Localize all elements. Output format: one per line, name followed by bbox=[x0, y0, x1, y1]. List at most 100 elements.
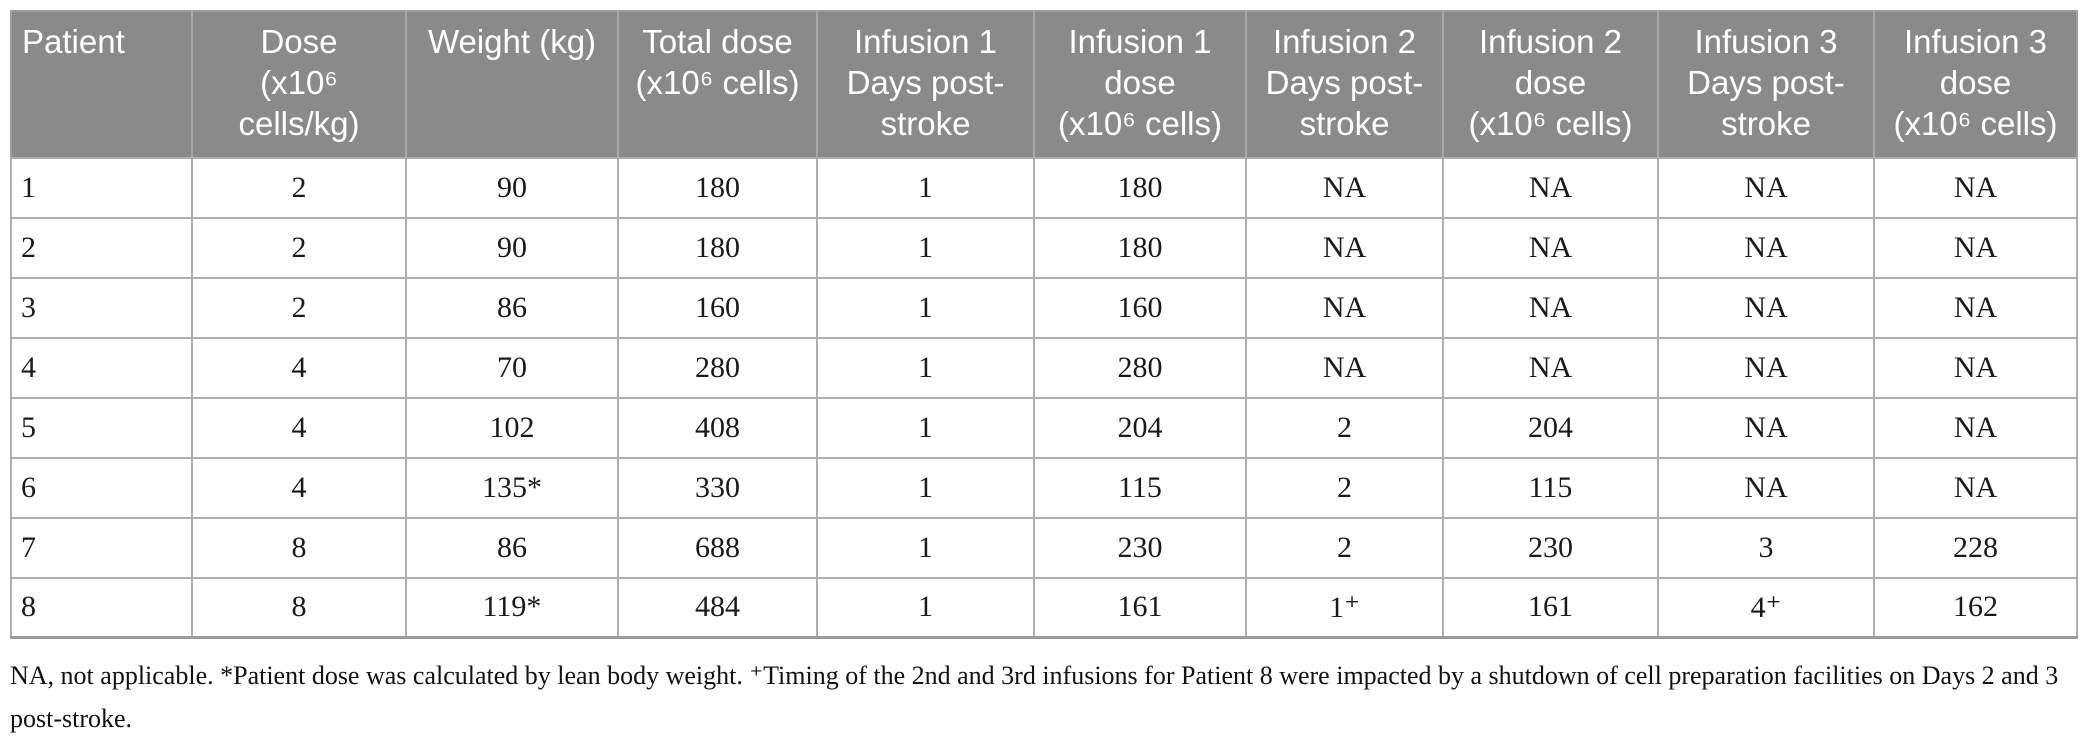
table-cell: 8 bbox=[191, 576, 407, 639]
table-cell: 2 bbox=[1245, 456, 1444, 519]
table-cell: NA bbox=[1442, 336, 1659, 399]
table-cell: 1⁺ bbox=[1245, 576, 1444, 639]
table-cell: 228 bbox=[1873, 516, 2078, 579]
table-cell: 2 bbox=[1245, 516, 1444, 579]
column-header-infusion3-dose: Infusion 3 dose (x10⁶ cells) bbox=[1873, 11, 2077, 158]
table-cell: 4 bbox=[191, 456, 407, 519]
column-header-infusion1-dose: Infusion 1 dose (x10⁶ cells) bbox=[1033, 11, 1246, 158]
table-cell: 1 bbox=[816, 516, 1035, 579]
table-cell: 86 bbox=[405, 516, 619, 579]
table-cell: 180 bbox=[1033, 156, 1247, 219]
table-cell: 90 bbox=[405, 216, 619, 279]
table-cell: 180 bbox=[617, 216, 818, 279]
header-row: Patient Dose (x10⁶ cells/kg) Weight (kg) T… bbox=[11, 11, 2077, 158]
column-header-infusion2-dose: Infusion 2 dose (x10⁶ cells) bbox=[1442, 11, 1658, 158]
table-row: 2 2 90 180 1 180 NA NA NA NA bbox=[10, 216, 2078, 279]
table-cell: 160 bbox=[1033, 276, 1247, 339]
table-cell: 4⁺ bbox=[1657, 576, 1875, 639]
table-cell: 102 bbox=[405, 396, 619, 459]
table-cell: NA bbox=[1873, 396, 2078, 459]
table-cell: 115 bbox=[1442, 456, 1659, 519]
table-cell: NA bbox=[1657, 156, 1875, 219]
table-row: 5 4 102 408 1 204 2 204 NA NA bbox=[10, 396, 2078, 459]
table-cell: 8 bbox=[10, 576, 193, 639]
table-row: 8 8 119* 484 1 161 1⁺ 161 4⁺ 162 bbox=[10, 576, 2078, 639]
table-cell: 162 bbox=[1873, 576, 2078, 639]
table-body: 1 2 90 180 1 180 NA NA NA NA 2 2 90 180 1 180 NA NA NA NA 3 2… bbox=[10, 156, 2078, 639]
table-cell: NA bbox=[1442, 216, 1659, 279]
table-cell: 70 bbox=[405, 336, 619, 399]
table-cell: 408 bbox=[617, 396, 818, 459]
table-cell: 5 bbox=[10, 396, 193, 459]
table-cell: 280 bbox=[617, 336, 818, 399]
table-cell: 180 bbox=[617, 156, 818, 219]
table-cell: 6 bbox=[10, 456, 193, 519]
table-cell: NA bbox=[1442, 276, 1659, 339]
table-row: 4 4 70 280 1 280 NA NA NA NA bbox=[10, 336, 2078, 399]
table-cell: 1 bbox=[816, 576, 1035, 639]
table-cell: NA bbox=[1245, 336, 1444, 399]
table-cell: 2 bbox=[10, 216, 193, 279]
column-header-total-dose: Total dose (x10⁶ cells) bbox=[617, 11, 817, 158]
table-cell: 330 bbox=[617, 456, 818, 519]
table-cell: 1 bbox=[816, 276, 1035, 339]
table-cell: 119* bbox=[405, 576, 619, 639]
table-cell: NA bbox=[1442, 156, 1659, 219]
table-cell: NA bbox=[1873, 456, 2078, 519]
table-cell: NA bbox=[1657, 216, 1875, 279]
table-cell: 2 bbox=[1245, 396, 1444, 459]
table-cell: NA bbox=[1873, 336, 2078, 399]
table-cell: NA bbox=[1657, 336, 1875, 399]
table-cell: 4 bbox=[191, 336, 407, 399]
table-cell: 230 bbox=[1033, 516, 1247, 579]
table-cell: 3 bbox=[1657, 516, 1875, 579]
table-cell: 86 bbox=[405, 276, 619, 339]
table-cell: 115 bbox=[1033, 456, 1247, 519]
column-header-patient: Patient bbox=[11, 11, 192, 158]
table-cell: 484 bbox=[617, 576, 818, 639]
table-cell: 1 bbox=[816, 156, 1035, 219]
column-header-dose-per-kg: Dose (x10⁶ cells/kg) bbox=[191, 11, 406, 158]
table-cell: 1 bbox=[10, 156, 193, 219]
table-cell: 2 bbox=[191, 216, 407, 279]
table-cell: 7 bbox=[10, 516, 193, 579]
table-cell: NA bbox=[1657, 396, 1875, 459]
table-row: 3 2 86 160 1 160 NA NA NA NA bbox=[10, 276, 2078, 339]
table-cell: 204 bbox=[1442, 396, 1659, 459]
table-cell: 3 bbox=[10, 276, 193, 339]
table-cell: 161 bbox=[1442, 576, 1659, 639]
column-header-infusion1-days: Infusion 1 Days post-stroke bbox=[816, 11, 1034, 158]
column-header-infusion2-days: Infusion 2 Days post-stroke bbox=[1245, 11, 1443, 158]
table-cell: NA bbox=[1245, 216, 1444, 279]
column-header-infusion3-days: Infusion 3 Days post-stroke bbox=[1657, 11, 1874, 158]
table-cell: 180 bbox=[1033, 216, 1247, 279]
table-cell: 161 bbox=[1033, 576, 1247, 639]
table-cell: 2 bbox=[191, 156, 407, 219]
table-cell: 1 bbox=[816, 336, 1035, 399]
table-cell: 4 bbox=[191, 396, 407, 459]
table-row: 6 4 135* 330 1 115 2 115 NA NA bbox=[10, 456, 2078, 519]
table-cell: 2 bbox=[191, 276, 407, 339]
table-cell: 4 bbox=[10, 336, 193, 399]
table-cell: 688 bbox=[617, 516, 818, 579]
table-cell: 204 bbox=[1033, 396, 1247, 459]
table-cell: NA bbox=[1657, 276, 1875, 339]
table-cell: 1 bbox=[816, 456, 1035, 519]
table-cell: 90 bbox=[405, 156, 619, 219]
table-cell: NA bbox=[1873, 156, 2078, 219]
column-header-weight: Weight (kg) bbox=[405, 11, 618, 158]
table-cell: NA bbox=[1873, 276, 2078, 339]
table-footnote: NA, not applicable. *Patient dose was ca… bbox=[10, 661, 2059, 734]
table-cell: NA bbox=[1245, 276, 1444, 339]
table-cell: 1 bbox=[816, 396, 1035, 459]
table-cell: NA bbox=[1245, 156, 1444, 219]
table-cell: 230 bbox=[1442, 516, 1659, 579]
table-row: 1 2 90 180 1 180 NA NA NA NA bbox=[10, 156, 2078, 219]
table-cell: NA bbox=[1873, 216, 2078, 279]
table-cell: 280 bbox=[1033, 336, 1247, 399]
patient-infusion-table: Patient Dose (x10⁶ cells/kg) Weight (kg) T… bbox=[10, 10, 2078, 640]
table-cell: 160 bbox=[617, 276, 818, 339]
table-header: Patient Dose (x10⁶ cells/kg) Weight (kg) T… bbox=[11, 11, 2077, 158]
table-cell: NA bbox=[1657, 456, 1875, 519]
